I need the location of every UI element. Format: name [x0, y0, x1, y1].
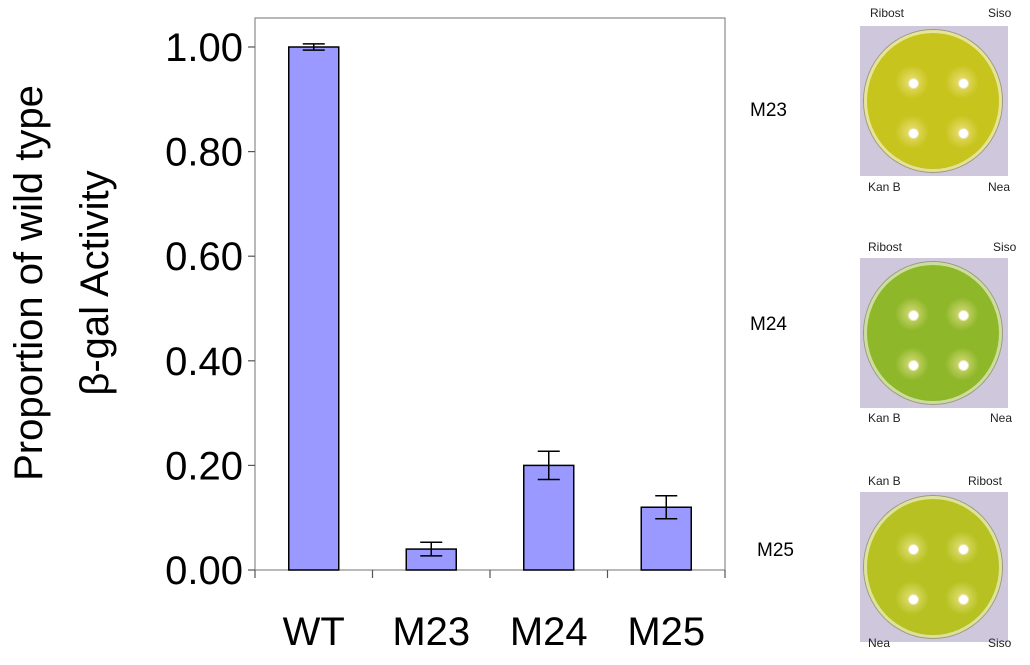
plate-label-bottom-left: Kan B	[868, 411, 901, 425]
plate-label-m24: M24	[750, 314, 787, 335]
axes: 0.00 0.20 0.40 0.60 0.80 1.00 WT M23 M24 M25	[165, 26, 726, 654]
y-tick-label: 1.00	[165, 26, 243, 70]
bar-wt	[288, 46, 340, 571]
agar-dish	[864, 30, 1002, 172]
antibiotic-disc	[908, 594, 919, 605]
x-tick-label: WT	[283, 610, 345, 654]
plate-label-bottom-right: Nea	[990, 411, 1013, 425]
antibiotic-disc	[958, 78, 969, 89]
antibiotic-disc	[908, 360, 919, 371]
plate-label-bottom-right: Nea	[988, 180, 1011, 194]
plate-label-m25: M25	[757, 540, 794, 561]
plate-label-top-left: Ribost	[870, 6, 905, 20]
y-tick-label: 0.40	[165, 340, 243, 384]
plate-label-top-right: Siso	[988, 6, 1012, 20]
plate-label-bottom-left: Nea	[868, 636, 891, 650]
antibiotic-disc	[958, 360, 969, 371]
antibiotic-disc	[958, 310, 969, 321]
y-tick-label: 0.20	[165, 444, 243, 488]
antibiotic-disc	[908, 128, 919, 139]
antibiotic-disc	[908, 310, 919, 321]
x-tick-label: M24	[510, 610, 588, 654]
agar-dish	[864, 262, 1002, 404]
plate-label-top-right: Ribost	[968, 474, 1003, 488]
plate-label-bottom-left: Kan B	[868, 180, 901, 194]
y-axis-label-line2: β-gal Activity	[73, 170, 117, 395]
y-axis-label-line1: Proportion of wild type	[7, 85, 51, 481]
plate-image-m24: Ribost Siso Kan B Nea	[858, 238, 1028, 428]
y-tick-label: 0.60	[165, 235, 243, 279]
x-tick-label: M25	[627, 610, 705, 654]
plate-image-m25: Kan B Ribost Nea Siso	[858, 472, 1028, 662]
y-tick-label: 0.00	[165, 549, 243, 593]
y-tick-label: 0.80	[165, 131, 243, 175]
antibiotic-disc	[958, 594, 969, 605]
plate-label-top-left: Ribost	[868, 240, 903, 254]
antibiotic-disc	[958, 128, 969, 139]
agar-dish	[864, 496, 1002, 638]
antibiotic-disc	[958, 544, 969, 555]
bars	[288, 43, 692, 571]
x-tick-label: M23	[392, 610, 470, 654]
plate-label-bottom-right: Siso	[988, 636, 1012, 650]
antibiotic-disc	[908, 544, 919, 555]
bar-m24	[523, 464, 575, 571]
plate-label-m23: M23	[750, 100, 787, 121]
plate-label-top-left: Kan B	[868, 474, 901, 488]
plate-label-top-right: Siso	[993, 240, 1017, 254]
antibiotic-disc	[908, 78, 919, 89]
plate-image-m23: Ribost Siso Kan B Nea	[858, 6, 1028, 196]
